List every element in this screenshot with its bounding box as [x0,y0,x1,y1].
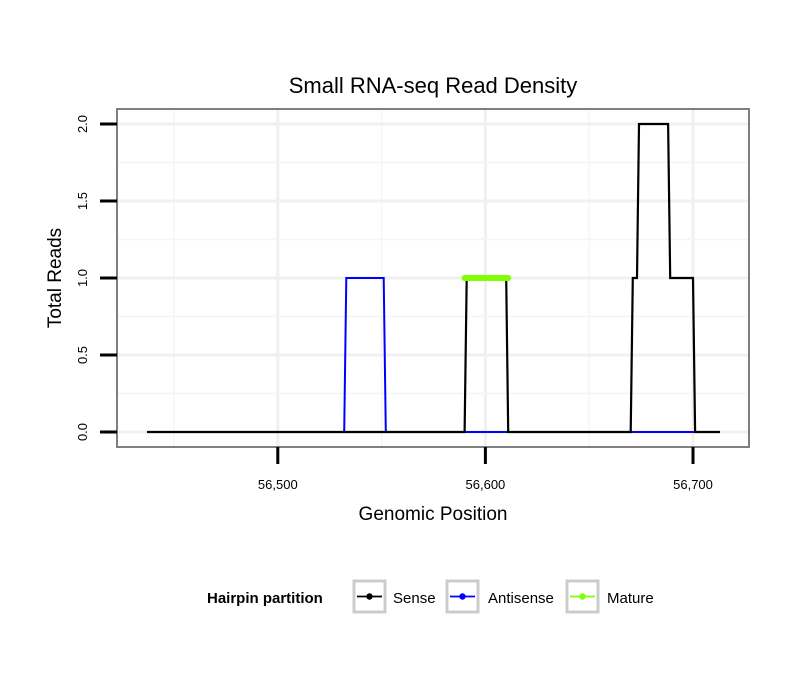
legend-label-sense: Sense [393,590,436,607]
y-tick-label: 2.0 [75,115,90,133]
x-tick-label: 56,700 [673,477,713,492]
x-tick-label: 56,600 [466,477,506,492]
y-axis-title: Total Reads [45,228,66,328]
x-tick-label: 56,500 [258,477,298,492]
legend-label-mature: Mature [607,590,654,607]
legend-title: Hairpin partition [207,590,323,607]
y-tick-label: 0.0 [75,423,90,441]
legend: Hairpin partition Sense Antisense Mature [207,579,654,614]
x-axis-title: Genomic Position [359,504,508,525]
series-lines [147,122,720,434]
legend-key-point [459,593,466,600]
y-tick-label: 0.5 [75,346,90,364]
legend-key-point [579,593,586,600]
legend-label-antisense: Antisense [488,590,554,607]
y-tick-label: 1.0 [75,269,90,287]
legend-key-point [366,593,373,600]
chart-title: Small RNA-seq Read Density [289,73,578,98]
y-tick-label: 1.5 [75,192,90,210]
axes: 56,500 56,600 56,700 0.0 0.5 1.0 1.5 2.0 [75,115,713,492]
grid-lines [117,109,749,447]
